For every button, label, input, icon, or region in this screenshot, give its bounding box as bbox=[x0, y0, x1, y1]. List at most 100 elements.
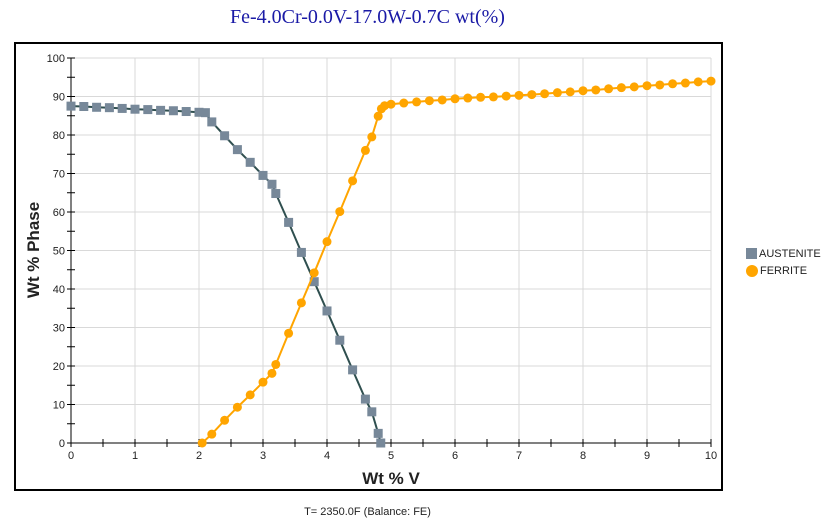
legend-item-ferrite[interactable]: FERRITE bbox=[746, 262, 821, 279]
x-tick-label: 7 bbox=[516, 450, 522, 462]
y-tick-label: 50 bbox=[53, 246, 65, 258]
data-point-ferrite bbox=[335, 207, 345, 217]
x-tick-label: 2 bbox=[196, 450, 202, 462]
data-point-austenite bbox=[104, 103, 114, 113]
data-point-austenite bbox=[360, 394, 370, 404]
data-point-ferrite bbox=[296, 298, 306, 308]
data-point-ferrite bbox=[540, 89, 550, 99]
y-tick-label: 80 bbox=[53, 130, 65, 142]
data-point-austenite bbox=[348, 365, 358, 375]
data-point-ferrite bbox=[604, 84, 614, 94]
data-point-austenite bbox=[66, 101, 76, 111]
data-point-ferrite bbox=[386, 99, 396, 109]
data-point-austenite bbox=[322, 306, 332, 316]
y-tick-label: 70 bbox=[53, 169, 65, 181]
x-tick-label: 4 bbox=[324, 450, 330, 462]
data-point-austenite bbox=[117, 103, 127, 113]
data-point-austenite bbox=[284, 217, 294, 227]
data-point-austenite bbox=[245, 157, 255, 167]
data-point-austenite bbox=[376, 438, 386, 448]
data-point-austenite bbox=[373, 428, 383, 438]
y-tick-label: 90 bbox=[53, 92, 65, 104]
data-point-austenite bbox=[143, 105, 153, 115]
data-point-ferrite bbox=[360, 145, 370, 155]
data-point-ferrite bbox=[207, 429, 217, 439]
data-point-ferrite bbox=[424, 96, 434, 106]
x-tick-label: 0 bbox=[68, 450, 74, 462]
y-axis-label: Wt % Phase bbox=[24, 202, 43, 298]
data-point-austenite bbox=[309, 277, 319, 287]
data-point-austenite bbox=[79, 102, 89, 112]
x-tick-label: 9 bbox=[644, 450, 650, 462]
x-tick-label: 6 bbox=[452, 450, 458, 462]
data-point-ferrite bbox=[514, 90, 524, 100]
x-tick-label: 1 bbox=[132, 450, 138, 462]
data-point-ferrite bbox=[527, 90, 537, 100]
data-point-austenite bbox=[156, 105, 166, 115]
series-line-austenite bbox=[70, 105, 382, 444]
data-point-ferrite bbox=[591, 85, 601, 95]
data-point-ferrite bbox=[348, 176, 358, 186]
y-tick-label: 40 bbox=[53, 284, 65, 296]
data-point-ferrite bbox=[680, 78, 690, 88]
data-point-austenite bbox=[130, 104, 140, 114]
data-point-ferrite bbox=[197, 438, 207, 448]
data-point-austenite bbox=[267, 179, 277, 189]
y-tick-label: 100 bbox=[47, 53, 65, 65]
data-point-ferrite bbox=[552, 88, 562, 98]
data-point-ferrite bbox=[501, 91, 511, 101]
data-point-ferrite bbox=[463, 93, 473, 103]
y-tick-label: 20 bbox=[53, 361, 65, 373]
data-point-austenite bbox=[258, 170, 268, 180]
data-point-austenite bbox=[207, 117, 217, 127]
data-point-austenite bbox=[168, 106, 178, 116]
data-point-ferrite bbox=[616, 83, 626, 93]
legend: AUSTENITE FERRITE bbox=[746, 245, 821, 279]
data-point-austenite bbox=[181, 107, 191, 117]
data-point-ferrite bbox=[220, 415, 230, 425]
data-point-austenite bbox=[335, 335, 345, 345]
data-point-ferrite bbox=[399, 98, 409, 108]
data-point-ferrite bbox=[373, 111, 383, 121]
y-tick-label: 60 bbox=[53, 207, 65, 219]
data-point-austenite bbox=[200, 108, 210, 118]
data-point-ferrite bbox=[271, 359, 281, 369]
footer-note: T= 2350.0F (Balance: FE) bbox=[304, 506, 431, 518]
data-point-ferrite bbox=[412, 97, 422, 107]
square-marker-icon bbox=[746, 248, 757, 259]
x-tick-label: 3 bbox=[260, 450, 266, 462]
data-point-ferrite bbox=[476, 92, 486, 102]
legend-item-austenite[interactable]: AUSTENITE bbox=[746, 245, 821, 262]
data-point-ferrite bbox=[367, 132, 377, 142]
data-point-ferrite bbox=[267, 368, 277, 378]
grid-lines bbox=[71, 57, 712, 443]
data-point-ferrite bbox=[655, 80, 665, 90]
data-point-ferrite bbox=[258, 377, 268, 387]
series-layer bbox=[66, 76, 716, 448]
y-tick-label: 10 bbox=[53, 400, 65, 412]
data-point-ferrite bbox=[232, 402, 242, 412]
data-point-ferrite bbox=[322, 237, 332, 247]
legend-label: FERRITE bbox=[760, 264, 808, 277]
data-point-austenite bbox=[194, 107, 204, 117]
data-point-austenite bbox=[220, 131, 230, 141]
x-tick-label: 5 bbox=[388, 450, 394, 462]
x-tick-label: 10 bbox=[705, 450, 717, 462]
y-tick-label: 0 bbox=[59, 438, 65, 450]
data-point-austenite bbox=[232, 145, 242, 155]
x-tick-label: 8 bbox=[580, 450, 586, 462]
data-point-ferrite bbox=[578, 86, 588, 96]
data-point-austenite bbox=[271, 189, 281, 199]
circle-marker-icon bbox=[746, 264, 758, 277]
data-point-ferrite bbox=[706, 76, 716, 86]
y-tick-label: 30 bbox=[53, 323, 65, 335]
data-point-ferrite bbox=[309, 268, 319, 278]
data-point-ferrite bbox=[488, 92, 498, 102]
data-point-ferrite bbox=[437, 95, 447, 105]
data-point-ferrite bbox=[693, 77, 703, 87]
data-point-austenite bbox=[296, 247, 306, 257]
x-axis-label: Wt % V bbox=[362, 469, 420, 488]
data-point-ferrite bbox=[565, 87, 575, 97]
